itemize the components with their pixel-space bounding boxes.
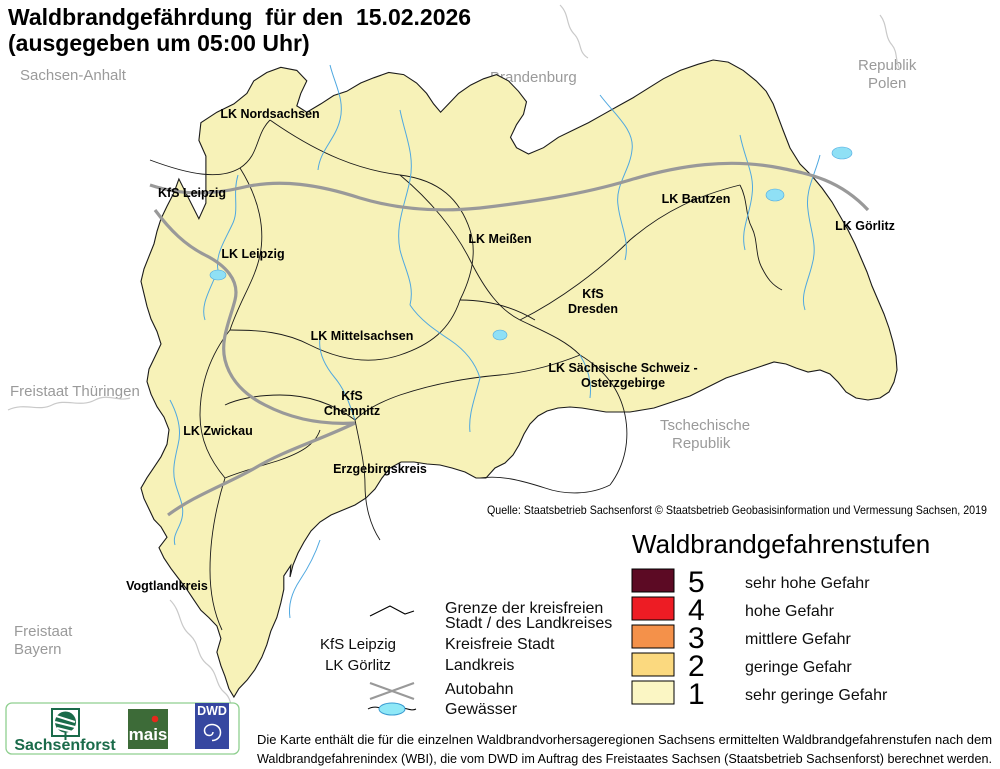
svg-text:Dresden: Dresden [568, 302, 618, 316]
svg-text:1: 1 [688, 678, 705, 711]
svg-text:LK Bautzen: LK Bautzen [662, 192, 731, 206]
svg-text:geringe Gefahr: geringe Gefahr [745, 659, 852, 676]
svg-text:Republik: Republik [858, 57, 917, 74]
svg-text:Sachsen-Anhalt: Sachsen-Anhalt [20, 67, 127, 84]
svg-text:mittlere Gefahr: mittlere Gefahr [745, 631, 851, 648]
svg-text:Quelle: Staatsbetrieb Sachsenf: Quelle: Staatsbetrieb Sachsenforst © Sta… [487, 503, 987, 517]
svg-text:LK Sächsische Schweiz -: LK Sächsische Schweiz - [548, 361, 697, 375]
svg-text:LK Nordsachsen: LK Nordsachsen [220, 107, 319, 121]
svg-text:Chemnitz: Chemnitz [324, 404, 380, 418]
svg-text:KfS Leipzig: KfS Leipzig [320, 636, 396, 653]
svg-text:Vogtlandkreis: Vogtlandkreis [126, 579, 208, 593]
svg-text:Osterzgebirge: Osterzgebirge [581, 376, 665, 390]
svg-text:hohe Gefahr: hohe Gefahr [745, 603, 835, 620]
svg-text:sehr geringe Gefahr: sehr geringe Gefahr [745, 687, 888, 704]
svg-text:LK Meißen: LK Meißen [468, 232, 531, 246]
svg-text:KfS: KfS [582, 287, 604, 301]
svg-text:DWD: DWD [197, 704, 227, 718]
svg-text:Tschechische: Tschechische [660, 417, 750, 434]
svg-text:Republik: Republik [672, 435, 731, 452]
svg-text:Die Karte enthält die für die: Die Karte enthält die für die einzelnen … [257, 732, 992, 747]
svg-text:Waldbrandgefahrenstufen: Waldbrandgefahrenstufen [632, 529, 930, 559]
svg-text:LK Görlitz: LK Görlitz [835, 219, 895, 233]
svg-text:Sachsenforst: Sachsenforst [14, 737, 116, 754]
svg-text:Gewässer: Gewässer [445, 701, 518, 718]
svg-text:LK Görlitz: LK Görlitz [325, 657, 391, 674]
svg-text:KfS Leipzig: KfS Leipzig [158, 186, 226, 200]
svg-text:Stadt / des Landkreises: Stadt / des Landkreises [445, 615, 612, 632]
svg-text:LK Zwickau: LK Zwickau [183, 424, 252, 438]
svg-text:LK Leipzig: LK Leipzig [221, 247, 284, 261]
svg-text:sehr hohe Gefahr: sehr hohe Gefahr [745, 575, 870, 592]
svg-text:Kreisfreie Stadt: Kreisfreie Stadt [445, 636, 555, 653]
svg-text:mais: mais [129, 725, 168, 744]
svg-text:Landkreis: Landkreis [445, 657, 514, 674]
svg-text:LK Mittelsachsen: LK Mittelsachsen [311, 329, 414, 343]
svg-text:Autobahn: Autobahn [445, 681, 514, 698]
svg-text:Freistaat Thüringen: Freistaat Thüringen [10, 383, 140, 400]
svg-text:Freistaat: Freistaat [14, 623, 73, 640]
svg-text:Bayern: Bayern [14, 641, 62, 658]
svg-text:KfS: KfS [341, 389, 363, 403]
svg-text:Erzgebirgskreis: Erzgebirgskreis [333, 462, 427, 476]
svg-text:Polen: Polen [868, 75, 906, 92]
svg-text:Waldbrandgefahrenindex (WBI),: Waldbrandgefahrenindex (WBI), die vom DW… [257, 751, 992, 766]
